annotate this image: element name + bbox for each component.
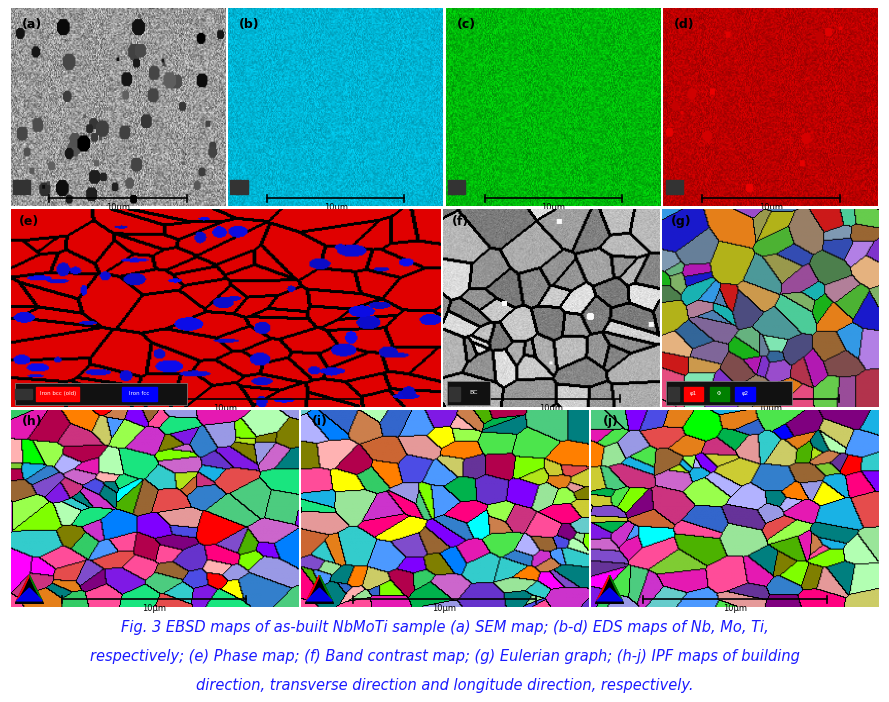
Polygon shape — [597, 575, 610, 601]
Text: Iron bcc (old): Iron bcc (old) — [40, 391, 76, 397]
Text: (g): (g) — [670, 215, 691, 228]
Text: (f): (f) — [452, 215, 469, 228]
Text: 10μm: 10μm — [541, 203, 565, 212]
Polygon shape — [319, 575, 332, 601]
Polygon shape — [307, 575, 319, 601]
Bar — [684, 387, 703, 401]
Text: 10μm: 10μm — [539, 404, 563, 413]
FancyBboxPatch shape — [447, 381, 491, 405]
Text: (c): (c) — [457, 18, 476, 32]
Text: 10μm: 10μm — [142, 604, 166, 614]
Bar — [709, 387, 729, 401]
Text: 10μm: 10μm — [723, 604, 747, 614]
Text: 10μm: 10μm — [758, 404, 782, 413]
Text: 10μm: 10μm — [213, 404, 237, 413]
Bar — [123, 387, 156, 401]
Bar — [15, 389, 32, 399]
Polygon shape — [305, 575, 333, 604]
Text: φ1: φ1 — [690, 391, 697, 397]
Text: (i): (i) — [312, 416, 328, 428]
Bar — [669, 387, 679, 401]
Bar — [448, 180, 465, 194]
Text: direction, transverse direction and longitude direction, respectively.: direction, transverse direction and long… — [196, 678, 693, 694]
Text: respectively; (e) Phase map; (f) Band contrast map; (g) Eulerian graph; (h-j) IP: respectively; (e) Phase map; (f) Band co… — [90, 649, 799, 664]
Polygon shape — [307, 588, 332, 601]
Text: Iron fcc: Iron fcc — [129, 391, 149, 397]
Text: 10μm: 10μm — [433, 604, 456, 614]
Polygon shape — [610, 575, 622, 601]
FancyBboxPatch shape — [15, 383, 187, 405]
Polygon shape — [17, 588, 42, 601]
Bar — [36, 387, 79, 401]
Polygon shape — [15, 575, 44, 604]
Text: (a): (a) — [21, 18, 42, 32]
Polygon shape — [596, 575, 624, 604]
Text: (j): (j) — [603, 416, 618, 428]
Bar — [12, 180, 30, 194]
Bar — [666, 180, 683, 194]
Text: 10μm: 10μm — [106, 203, 130, 212]
Text: (d): (d) — [674, 18, 695, 32]
Text: 10μm: 10μm — [324, 203, 348, 212]
Bar — [449, 387, 461, 401]
FancyBboxPatch shape — [666, 381, 792, 405]
Polygon shape — [597, 588, 622, 601]
Text: φ2: φ2 — [741, 391, 749, 397]
Text: Φ: Φ — [717, 391, 721, 397]
Text: BC: BC — [469, 390, 477, 395]
Polygon shape — [17, 575, 29, 601]
Text: (b): (b) — [239, 18, 260, 32]
Text: (e): (e) — [20, 215, 39, 228]
Text: 10μm: 10μm — [759, 203, 783, 212]
Bar — [230, 180, 248, 194]
Polygon shape — [29, 575, 42, 601]
Text: Fig. 3 EBSD maps of as-built NbMoTi sample (a) SEM map; (b-d) EDS maps of Nb, Mo: Fig. 3 EBSD maps of as-built NbMoTi samp… — [121, 620, 768, 635]
Text: (h): (h) — [22, 416, 43, 428]
Bar — [735, 387, 755, 401]
